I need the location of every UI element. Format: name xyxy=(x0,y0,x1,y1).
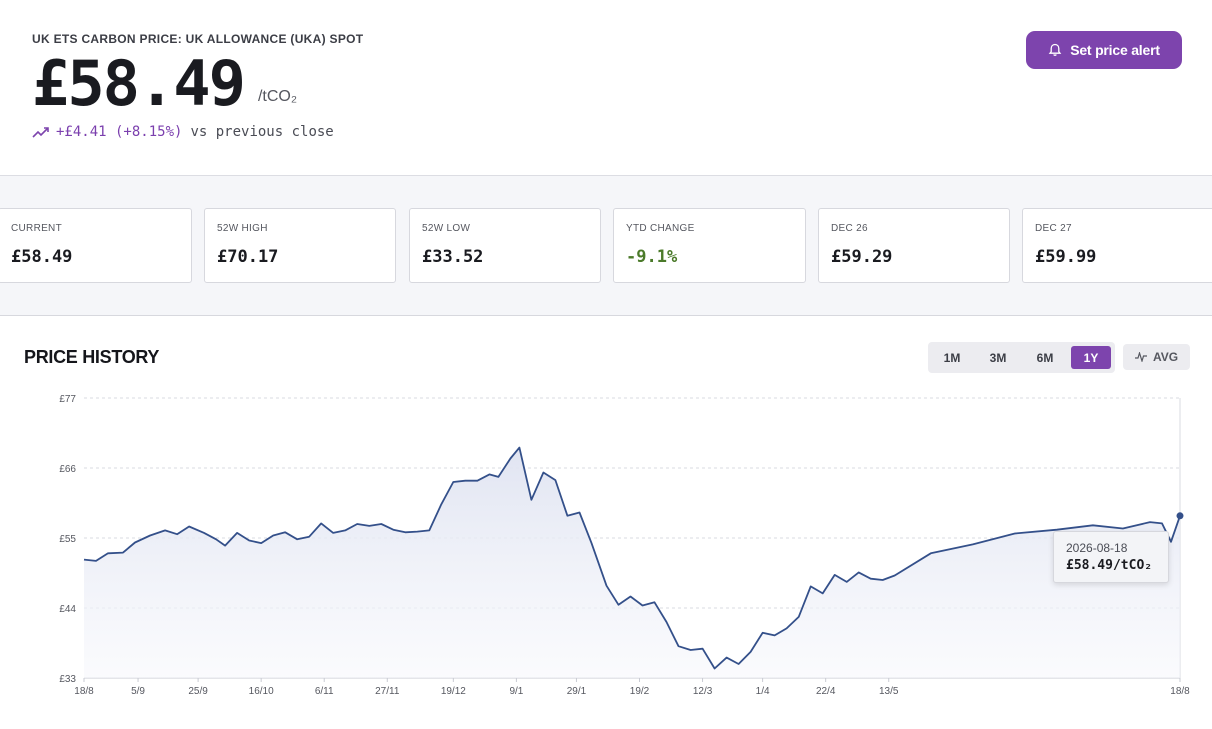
y-tick-label: £66 xyxy=(59,464,76,475)
bell-icon xyxy=(1048,43,1062,56)
series-area xyxy=(84,447,1180,678)
range-1y-button[interactable]: 1Y xyxy=(1071,346,1111,369)
stat-value: £59.99 xyxy=(1035,247,1097,267)
page-title: UK ETS CARBON PRICE: UK ALLOWANCE (UKA) … xyxy=(32,32,364,46)
x-tick-label: 6/11 xyxy=(315,686,334,697)
price-change: +£4.41 (+8.15%) vs previous close xyxy=(32,124,334,140)
avg-label: AVG xyxy=(1152,350,1179,364)
x-tick-label: 22/4 xyxy=(816,686,836,697)
x-tick-label: 16/10 xyxy=(249,686,274,697)
stat-value: £33.52 xyxy=(422,247,484,267)
stat-card-ytd-change: YTD CHANGE -9.1% xyxy=(613,208,806,283)
stat-label: DEC 27 xyxy=(1035,223,1072,234)
stat-label: YTD CHANGE xyxy=(626,223,695,234)
y-tick-label: £77 xyxy=(59,394,76,405)
stat-value: £59.29 xyxy=(831,247,893,267)
tooltip-value: £58.49/tCO₂ xyxy=(1066,558,1153,573)
x-tick-label: 27/11 xyxy=(375,686,400,697)
x-tick-label: 1/4 xyxy=(756,686,770,697)
change-suffix: vs previous close xyxy=(190,124,334,140)
range-6m-button[interactable]: 6M xyxy=(1025,346,1065,369)
y-tick-label: £44 xyxy=(59,604,76,615)
price-header: UK ETS CARBON PRICE: UK ALLOWANCE (UKA) … xyxy=(0,0,1212,176)
stat-value: -9.1% xyxy=(626,247,678,267)
x-tick-label: 18/8 xyxy=(74,686,94,697)
range-3m-button[interactable]: 3M xyxy=(978,346,1018,369)
x-tick-label: 29/1 xyxy=(567,686,587,697)
x-tick-label: 5/9 xyxy=(131,686,145,697)
chart-title: PRICE HISTORY xyxy=(24,347,160,367)
stat-card-dec-27: DEC 27 £59.99 xyxy=(1022,208,1212,283)
x-tick-label: 13/5 xyxy=(879,686,899,697)
stat-label: CURRENT xyxy=(11,223,62,234)
x-tick-label: 18/8 xyxy=(1170,686,1190,697)
stat-card-current: CURRENT £58.49 xyxy=(0,208,192,283)
set-price-alert-label: Set price alert xyxy=(1070,42,1160,58)
avg-toggle-button[interactable]: AVG xyxy=(1123,344,1190,370)
stat-card-52w-high: 52W HIGH £70.17 xyxy=(204,208,396,283)
range-1m-button[interactable]: 1M xyxy=(932,346,972,369)
set-price-alert-button[interactable]: Set price alert xyxy=(1026,31,1182,69)
y-tick-label: £55 xyxy=(59,534,76,545)
chart-tooltip: 2026-08-18 £58.49/tCO₂ xyxy=(1053,531,1169,583)
current-point-marker xyxy=(1176,512,1184,520)
stat-label: 52W LOW xyxy=(422,223,471,234)
stat-card-dec-26: DEC 26 £59.29 xyxy=(818,208,1010,283)
stat-label: 52W HIGH xyxy=(217,223,268,234)
stat-value: £58.49 xyxy=(11,247,73,267)
stat-label: DEC 26 xyxy=(831,223,868,234)
range-selector: 1M 3M 6M 1Y xyxy=(928,342,1115,373)
trending-up-icon xyxy=(32,127,49,138)
pulse-icon xyxy=(1134,352,1147,362)
tooltip-date: 2026-08-18 xyxy=(1066,541,1128,555)
x-tick-label: 12/3 xyxy=(693,686,713,697)
y-tick-label: £33 xyxy=(59,674,76,685)
x-tick-label: 19/12 xyxy=(441,686,466,697)
x-tick-label: 9/1 xyxy=(509,686,523,697)
current-price: £58.49 xyxy=(32,47,246,120)
change-value: +£4.41 (+8.15%) xyxy=(56,124,183,140)
series-line xyxy=(83,446,1181,670)
price-display: £58.49 /tCO₂ xyxy=(32,50,297,118)
price-unit: /tCO₂ xyxy=(257,88,298,105)
stat-value: £70.17 xyxy=(217,247,279,267)
stat-card-52w-low: 52W LOW £33.52 xyxy=(409,208,601,283)
x-tick-label: 19/2 xyxy=(630,686,650,697)
x-tick-label: 25/9 xyxy=(188,686,208,697)
